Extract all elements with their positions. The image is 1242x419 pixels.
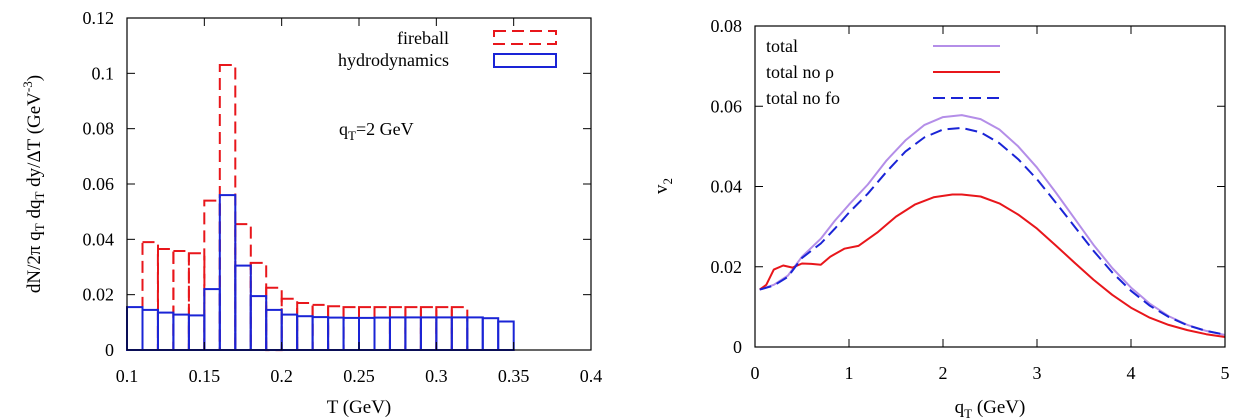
x-tick-label: 0.2 <box>270 366 293 386</box>
x-tick-label: 5 <box>1221 363 1230 383</box>
histogram-bar-hydrodynamics <box>327 316 345 352</box>
histogram-bar-hydrodynamics <box>234 264 252 352</box>
series-line-total-no-fo <box>759 126 1226 336</box>
legend-label-total-no-fo: total no fo <box>766 88 840 108</box>
x-tick-label: 3 <box>1033 363 1042 383</box>
y-tick-label: 0.02 <box>83 285 115 305</box>
v2-legend: total total no ρ total no fo <box>766 36 1000 108</box>
v2-ticks: 0 1 2 3 4 5 0 0.02 0.04 0.06 0.08 <box>711 16 1230 383</box>
histogram-bar-hydrodynamics <box>280 313 299 352</box>
histogram-y-label: dN/2π qT dqT dy/ΔT (GeV-3) <box>20 75 47 293</box>
legend-label-fireball: fireball <box>397 28 449 48</box>
legend-swatch-hydrodynamics <box>493 53 557 68</box>
histogram-annotation: qT=2 GeV <box>339 119 414 143</box>
v2-panel: 0 1 2 3 4 5 0 0.02 0.04 0.06 0.08 qT (GeV) v2 tota… <box>651 16 1230 419</box>
histogram-bar-hydrodynamics <box>342 316 360 351</box>
histogram-bar-hydrodynamics <box>187 314 206 351</box>
histogram-bar-fireball <box>373 306 391 352</box>
histogram-bar-fireball <box>435 306 453 352</box>
histogram-bar-hydrodynamics <box>481 317 500 352</box>
histogram-bar-fireball <box>358 306 376 352</box>
histogram-bar-hydrodynamics <box>404 316 422 351</box>
histogram-bar-fireball <box>234 223 252 352</box>
legend-label-total-no-rho: total no ρ <box>766 62 834 82</box>
histogram-bar-hydrodynamics <box>218 194 237 351</box>
series-line-total-no-rho <box>759 193 1226 338</box>
histogram-bar-hydrodynamics <box>126 306 144 352</box>
histogram-bar-hydrodynamics <box>141 308 159 351</box>
histogram-bar-fireball <box>419 306 438 352</box>
histogram-bar-hydrodynamics <box>172 313 190 352</box>
y-tick-label: 0.12 <box>83 8 115 28</box>
histogram-bar-fireball <box>141 241 159 352</box>
histogram-bar-hydrodynamics <box>388 316 407 351</box>
histogram-bar-fireball <box>156 248 175 351</box>
y-tick-label: 0.04 <box>711 177 743 197</box>
histogram-bar-hydrodynamics <box>156 311 175 352</box>
histogram-bar-hydrodynamics <box>466 316 484 351</box>
histogram-bar-fireball <box>450 306 469 352</box>
v2-lines <box>759 114 1226 338</box>
histogram-ticks: 0.1 0.15 0.2 0.25 0.3 0.35 0.4 0 0.02 0.04 0.06 0.0… <box>83 8 603 386</box>
y-tick-label: 0.06 <box>83 174 115 194</box>
y-tick-label: 0.08 <box>711 16 743 36</box>
x-tick-label: 0.35 <box>498 366 530 386</box>
histogram-bar-fireball <box>187 252 206 351</box>
histogram-bar-fireball <box>327 305 345 351</box>
x-tick-label: 0.1 <box>116 366 139 386</box>
legend-swatch-fireball <box>493 30 557 45</box>
y-tick-label: 0.06 <box>711 96 743 116</box>
y-tick-label: 0 <box>105 340 114 360</box>
x-tick-label: 4 <box>1127 363 1136 383</box>
histogram-x-label: T (GeV) <box>327 397 392 418</box>
histogram-bar-hydrodynamics <box>358 316 376 351</box>
v2-y-label: v2 <box>651 178 675 194</box>
histogram-bar-fireball <box>311 303 330 351</box>
histogram-bar-hydrodynamics <box>497 320 515 351</box>
x-tick-label: 0 <box>751 363 760 383</box>
y-tick-label: 0.02 <box>711 257 743 277</box>
x-tick-label: 0.25 <box>343 366 375 386</box>
histogram-bar-hydrodynamics <box>296 315 314 352</box>
histogram-bar-hydrodynamics <box>311 316 330 352</box>
histogram-legend: fireball hydrodynamics <box>338 28 557 70</box>
histogram-bar-fireball <box>265 286 283 352</box>
histogram-bar-fireball <box>404 306 422 352</box>
x-tick-label: 0.15 <box>189 366 221 386</box>
histogram-bar-fireball <box>388 306 407 352</box>
y-tick-label: 0.04 <box>83 229 115 249</box>
histogram-bar-hydrodynamics <box>249 295 268 352</box>
x-tick-label: 0.3 <box>425 366 448 386</box>
histogram-bar-hydrodynamics <box>265 308 283 351</box>
y-tick-label: 0 <box>733 337 742 357</box>
legend-label-hydrodynamics: hydrodynamics <box>338 50 449 70</box>
histogram-bar-hydrodynamics <box>373 316 391 352</box>
series-line-total <box>759 114 1226 336</box>
histogram-bar-fireball <box>280 297 299 351</box>
histogram-bar-fireball <box>296 302 314 351</box>
histogram-bar-fireball <box>203 199 221 351</box>
y-tick-label: 0.1 <box>92 63 115 83</box>
histogram-bar-hydrodynamics <box>203 288 221 352</box>
x-tick-label: 2 <box>939 363 948 383</box>
legend-label-total: total <box>766 36 798 56</box>
x-tick-label: 1 <box>845 363 854 383</box>
histogram-bar-hydrodynamics <box>419 316 438 351</box>
histogram-bar-fireball <box>218 64 237 351</box>
histogram-bar-fireball <box>342 306 360 352</box>
y-tick-label: 0.08 <box>83 119 115 139</box>
histogram-bars <box>126 64 515 352</box>
histogram-bar-fireball <box>172 250 190 351</box>
histogram-bar-hydrodynamics <box>435 316 453 351</box>
v2-x-label: qT (GeV) <box>955 397 1026 419</box>
histogram-bar-fireball <box>249 261 268 351</box>
histogram-bar-hydrodynamics <box>450 316 469 351</box>
x-tick-label: 0.4 <box>580 366 603 386</box>
histogram-panel: 0.1 0.15 0.2 0.25 0.3 0.35 0.4 0 0.02 0.04 0.06 0.0… <box>20 8 602 418</box>
